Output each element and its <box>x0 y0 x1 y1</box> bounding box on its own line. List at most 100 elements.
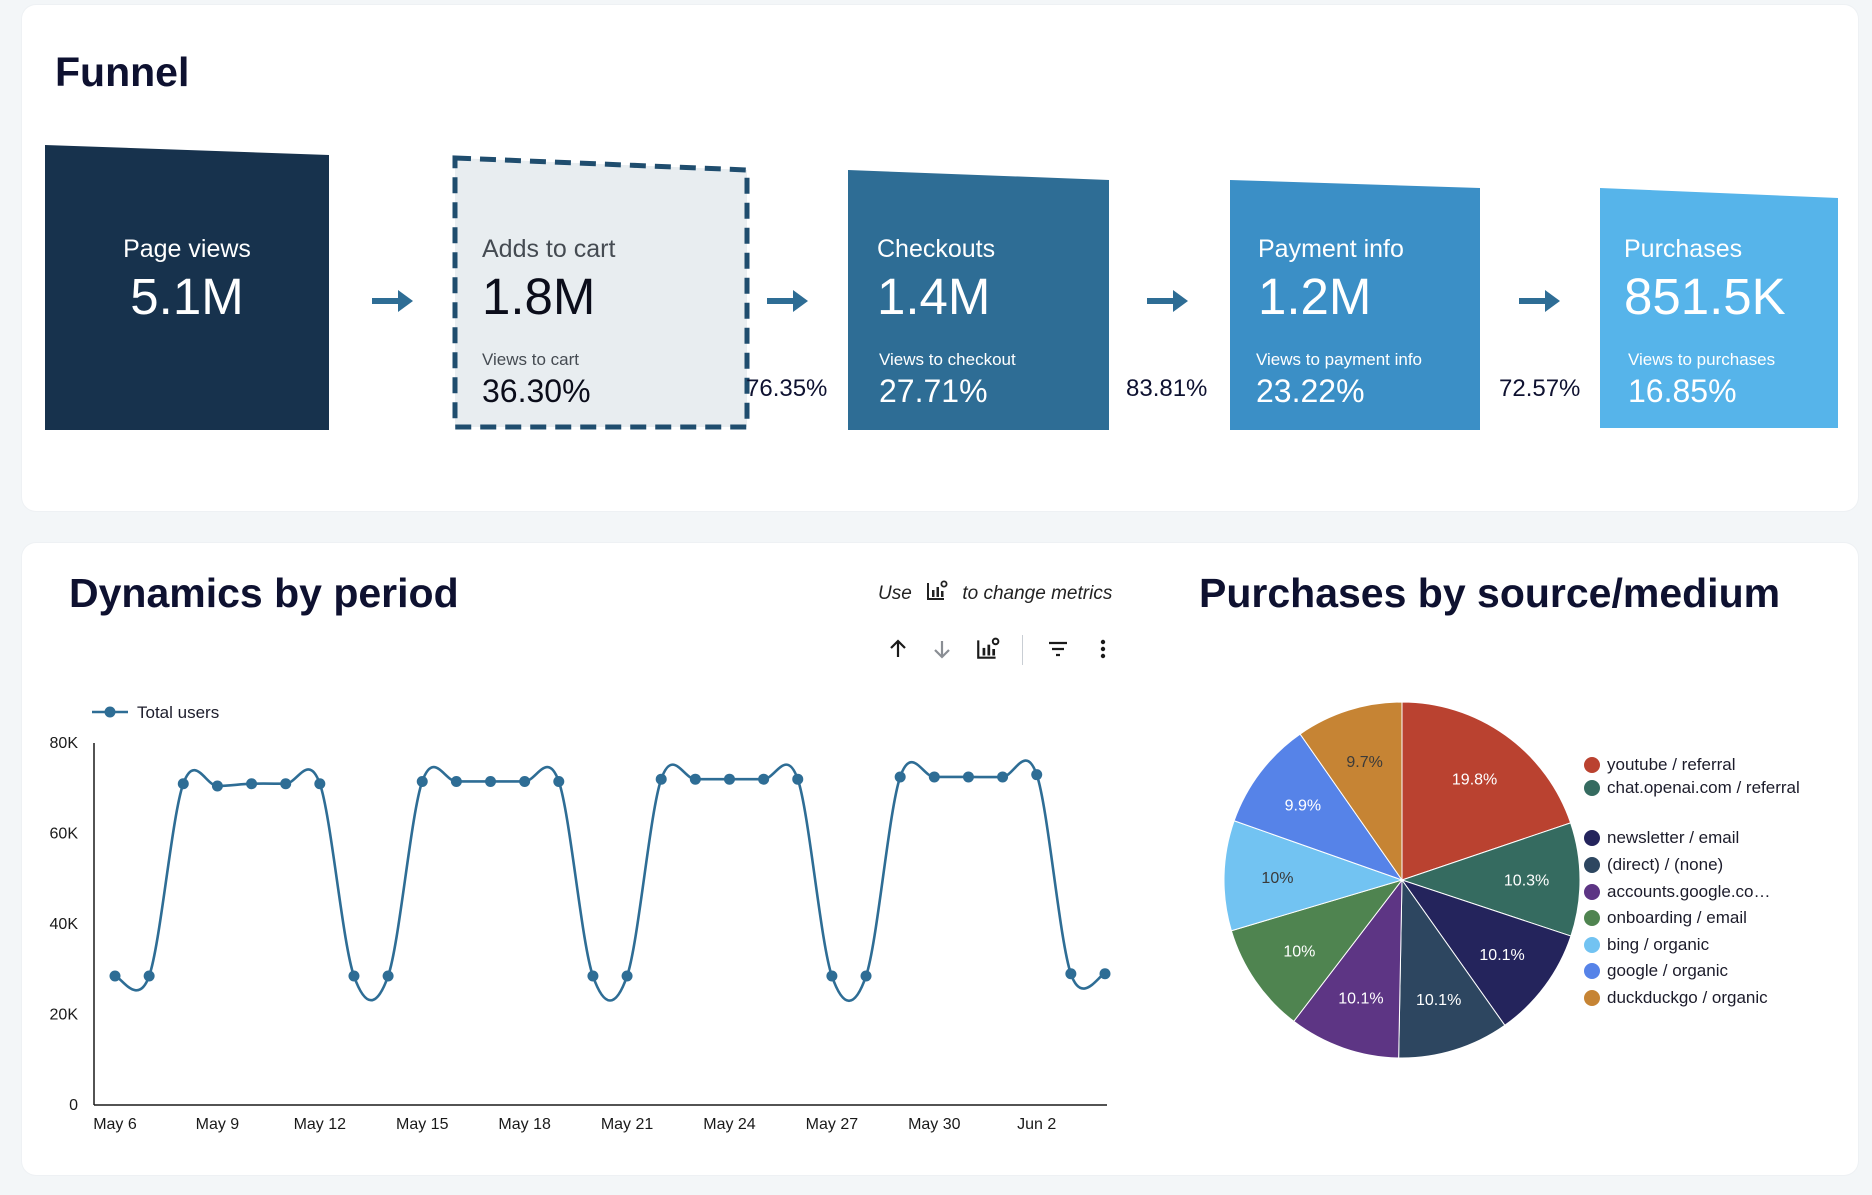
funnel-stage-shape <box>848 170 1109 430</box>
funnel-stage-shape <box>45 145 329 430</box>
pie-slice <box>1299 701 1403 882</box>
toolbar-divider <box>1022 635 1023 665</box>
pie-slice-label: 10.1% <box>1479 947 1524 964</box>
pie-chart[interactable]: 19.8% 10.3% 10.1% 10.1% 10.1% 10% 10% 9.9% 9.7% <box>22 543 1858 1175</box>
pie-slice <box>1401 701 1572 881</box>
legend-item[interactable]: youtube / referral <box>1584 754 1807 776</box>
pie-slice <box>1400 879 1572 1027</box>
legend-label: newsletter / email <box>1607 828 1740 847</box>
pie-slice <box>1398 878 1506 1059</box>
funnel-stage-checkouts[interactable]: Checkouts 1.4M Views to checkout 27.71% <box>848 170 1110 435</box>
stage-percent: 27.71% <box>879 373 988 409</box>
data-point <box>587 970 599 982</box>
legend-item[interactable]: google / organic <box>1584 960 1807 982</box>
data-point <box>280 778 292 790</box>
legend-item[interactable]: chat.openai.com / referral <box>1584 777 1807 799</box>
funnel-title: Funnel <box>55 49 190 95</box>
sort-ascending-icon[interactable] <box>882 633 914 665</box>
legend-swatch <box>1584 937 1600 953</box>
funnel-stage-purchases[interactable]: Purchases 851.5K Views to purchases 16.8… <box>1600 188 1840 438</box>
x-tick-label: May 9 <box>196 1116 240 1133</box>
stage-value: 1.8M <box>482 268 596 325</box>
legend-swatch <box>1584 990 1600 1006</box>
stage-label: Page views <box>123 235 251 263</box>
y-tick-label: 20K <box>50 1007 79 1024</box>
legend-swatch <box>1584 963 1600 979</box>
funnel-stage-page-views[interactable]: Page views 5.1M <box>45 145 331 435</box>
data-point <box>997 771 1009 783</box>
data-point <box>860 970 872 982</box>
x-tick-label: May 6 <box>93 1116 137 1133</box>
stage-sublabel: Views to purchases <box>1628 350 1776 369</box>
x-tick-label: May 12 <box>294 1116 347 1133</box>
dynamics-title: Dynamics by period <box>69 570 459 616</box>
stage-label: Purchases <box>1624 235 1743 263</box>
funnel-stage-shape <box>1600 188 1838 428</box>
legend-item[interactable]: onboarding / email <box>1584 907 1807 929</box>
stage-sublabel: Views to payment info <box>1256 350 1422 369</box>
y-tick-label: 0 <box>69 1097 78 1114</box>
stage-sublabel: Views to cart <box>482 350 580 369</box>
hint-suffix: to change metrics <box>962 583 1113 605</box>
pie-slice-label: 10.1% <box>1416 992 1461 1009</box>
legend-label: duckduckgo / organic <box>1607 988 1768 1007</box>
data-point <box>1031 769 1043 781</box>
data-point <box>450 775 462 787</box>
data-point <box>621 970 633 982</box>
pie-title: Purchases by source/medium <box>1199 570 1781 616</box>
stage-label: Payment info <box>1258 235 1404 263</box>
legend-swatch <box>1584 857 1600 873</box>
pie-slice-label: 10.3% <box>1504 873 1549 890</box>
stage-sublabel: Views to checkout <box>879 350 1016 369</box>
legend-swatch <box>1584 780 1600 796</box>
legend-swatch <box>1584 830 1600 846</box>
stage-value: 851.5K <box>1624 268 1786 325</box>
y-tick-label: 80K <box>50 735 79 752</box>
stage-percent: 36.30% <box>482 373 591 409</box>
pie-slice <box>1223 820 1404 932</box>
legend-swatch <box>1584 884 1600 900</box>
pie-slice <box>1230 879 1404 1023</box>
line-chart[interactable]: 0 20K 40K 60K 80K May 6 May 9 May 12 May 15 May 1… <box>22 543 1858 1175</box>
pie-slice <box>1293 878 1403 1059</box>
data-point <box>485 775 497 787</box>
legend-item[interactable]: duckduckgo / organic <box>1584 987 1807 1009</box>
x-tick-label: May 27 <box>806 1116 859 1133</box>
data-point <box>655 773 667 785</box>
legend-item[interactable]: accounts.google.co… <box>1584 881 1807 903</box>
funnel-stage-payment-info[interactable]: Payment info 1.2M Views to payment info … <box>1230 180 1482 435</box>
step-conversion: 76.35% <box>746 375 828 402</box>
stage-value: 1.2M <box>1258 268 1372 325</box>
legend-swatch <box>1584 757 1600 773</box>
data-point <box>553 775 565 787</box>
funnel-stage-shape <box>1230 180 1480 430</box>
chart-metrics-button[interactable] <box>972 633 1004 665</box>
funnel-stage-adds-to-cart[interactable]: Adds to cart 1.8M Views to cart 36.30% <box>452 155 752 440</box>
legend-label: google / organic <box>1607 961 1728 980</box>
stage-percent: 23.22% <box>1256 373 1365 409</box>
data-point <box>177 778 189 790</box>
sort-descending-icon[interactable] <box>926 633 958 665</box>
more-options-icon[interactable] <box>1087 633 1119 665</box>
data-point <box>109 970 121 982</box>
legend-item[interactable]: bing / organic <box>1584 934 1807 956</box>
legend-item[interactable]: newsletter / email <box>1584 827 1807 849</box>
data-point <box>792 773 804 785</box>
legend-item[interactable]: (direct) / (none) <box>1584 854 1807 876</box>
data-point <box>689 773 701 785</box>
legend-marker <box>104 706 116 718</box>
stage-value: 5.1M <box>130 268 244 325</box>
x-tick-label: May 15 <box>396 1116 449 1133</box>
arrow-right-icon <box>767 290 809 317</box>
x-tick-label: Jun 2 <box>1017 1116 1056 1133</box>
legend-label: (direct) / (none) <box>1607 855 1724 874</box>
data-point <box>348 970 360 982</box>
filter-icon[interactable] <box>1042 633 1074 665</box>
y-tick-label: 60K <box>50 826 79 843</box>
data-point <box>416 775 428 787</box>
pie-slice-label: 10% <box>1261 870 1293 887</box>
pie-slice-label: 9.9% <box>1285 798 1321 815</box>
legend-label: bing / organic <box>1607 935 1710 954</box>
data-point <box>758 773 770 785</box>
data-point <box>894 771 906 783</box>
